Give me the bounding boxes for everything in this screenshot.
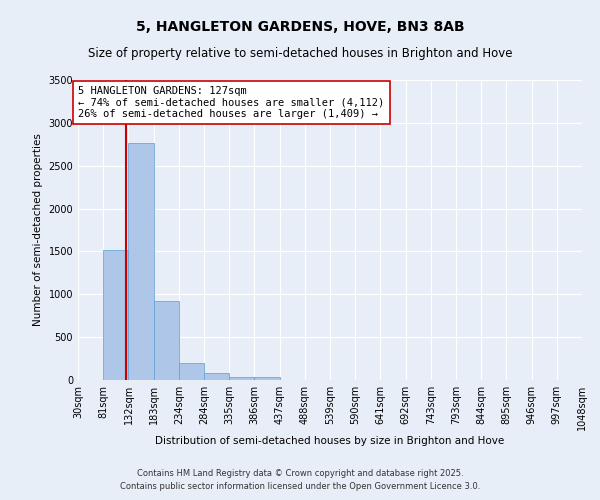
Bar [103,250,128,380]
Text: Contains public sector information licensed under the Open Government Licence 3.: Contains public sector information licen… [120,482,480,491]
X-axis label: Distribution of semi-detached houses by size in Brighton and Hove: Distribution of semi-detached houses by … [155,436,505,446]
Text: Contains HM Land Registry data © Crown copyright and database right 2025.: Contains HM Land Registry data © Crown c… [137,468,463,477]
Bar [179,363,204,380]
Text: Size of property relative to semi-detached houses in Brighton and Hove: Size of property relative to semi-detach… [88,48,512,60]
Y-axis label: Number of semi-detached properties: Number of semi-detached properties [33,134,43,326]
Bar [254,378,280,380]
Text: 5, HANGLETON GARDENS, HOVE, BN3 8AB: 5, HANGLETON GARDENS, HOVE, BN3 8AB [136,20,464,34]
Bar [229,377,254,380]
Bar [204,373,229,380]
Bar [154,301,179,380]
Bar [128,144,154,380]
Text: 5 HANGLETON GARDENS: 127sqm
← 74% of semi-detached houses are smaller (4,112)
26: 5 HANGLETON GARDENS: 127sqm ← 74% of sem… [79,86,385,119]
